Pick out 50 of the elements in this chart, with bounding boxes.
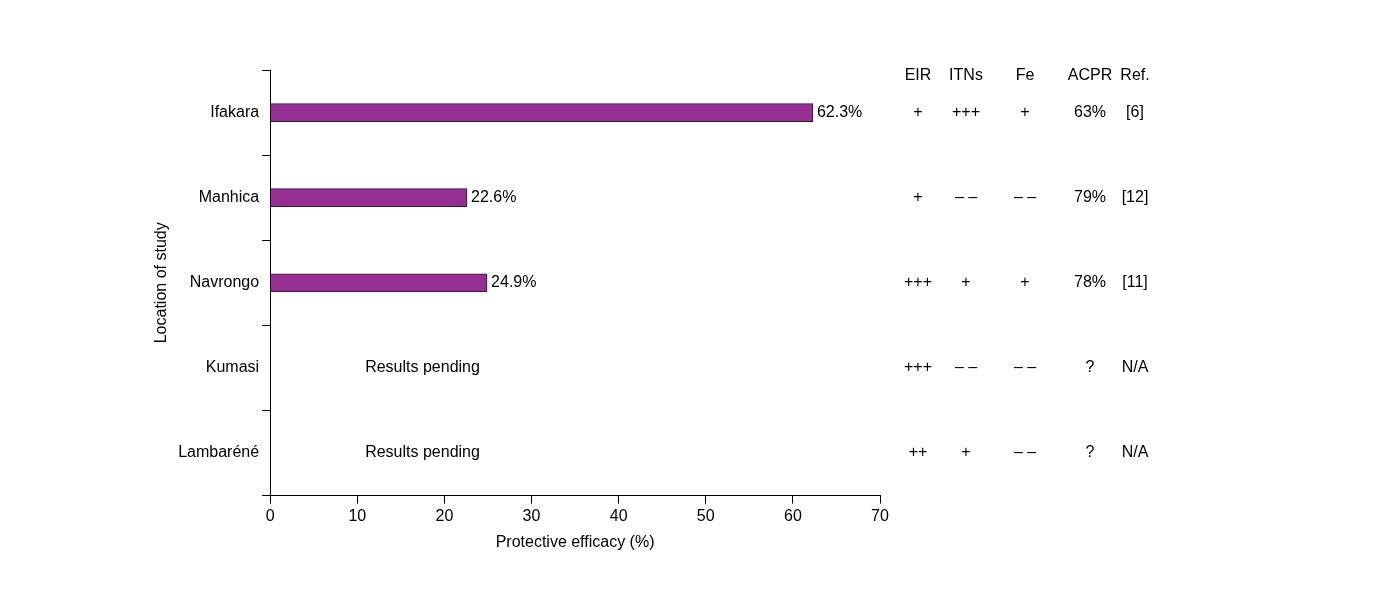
x-tick-label: 10 (348, 506, 367, 524)
text: – – (954, 188, 978, 206)
x-tick-label: 50 (696, 506, 715, 524)
text: 78% (1073, 273, 1107, 291)
x-tick-label: 40 (609, 506, 628, 524)
y-tick-label: Lambaréné (178, 443, 260, 461)
text: + (913, 102, 923, 120)
text: ++ (908, 443, 928, 461)
x-tick-label: 30 (522, 506, 541, 524)
text: Results pending (365, 358, 480, 376)
text: N/A (1121, 358, 1149, 376)
y-tick-label: Ifakara (210, 102, 260, 120)
text: – – (1013, 188, 1037, 206)
x-tick-label: 0 (265, 506, 275, 524)
text: Fe (1015, 66, 1035, 84)
y-tick-label: Navrongo (189, 273, 260, 291)
text: [12] (1121, 188, 1149, 206)
data-label: 62.3% (816, 102, 863, 120)
data-label: 22.6% (471, 188, 517, 206)
text: N/A (1121, 443, 1149, 461)
text: – – (1013, 358, 1037, 376)
text: – – (954, 358, 978, 376)
x-axis-title: Protective efficacy (%) (495, 532, 655, 550)
text: +++ (903, 358, 933, 376)
y-tick-label: Kumasi (205, 358, 260, 376)
y-tick-label: Manhica (198, 188, 260, 206)
text: +++ (951, 102, 981, 120)
text: – – (1013, 443, 1037, 461)
text: ? (1085, 358, 1095, 376)
text: [11] (1122, 273, 1148, 291)
x-tick-label: 60 (783, 506, 802, 524)
text: Ref. (1120, 66, 1150, 84)
text: + (961, 443, 971, 461)
data-label: 24.9% (491, 273, 537, 291)
text: +++ (903, 273, 933, 291)
text: [6] (1126, 102, 1144, 120)
y-axis-title: Location of study (152, 222, 170, 344)
text: 63% (1073, 102, 1107, 120)
text: + (913, 188, 923, 206)
x-tick-label: 20 (435, 506, 454, 524)
text: 79% (1073, 188, 1107, 206)
x-tick-label: 70 (871, 506, 889, 524)
text: ITNs (949, 66, 983, 84)
text: + (1020, 273, 1030, 291)
text: EIR (904, 66, 932, 84)
text: + (961, 273, 971, 291)
text: ACPR (1067, 66, 1113, 84)
text: Results pending (365, 443, 480, 461)
text: ? (1085, 443, 1095, 461)
text: + (1020, 102, 1030, 120)
